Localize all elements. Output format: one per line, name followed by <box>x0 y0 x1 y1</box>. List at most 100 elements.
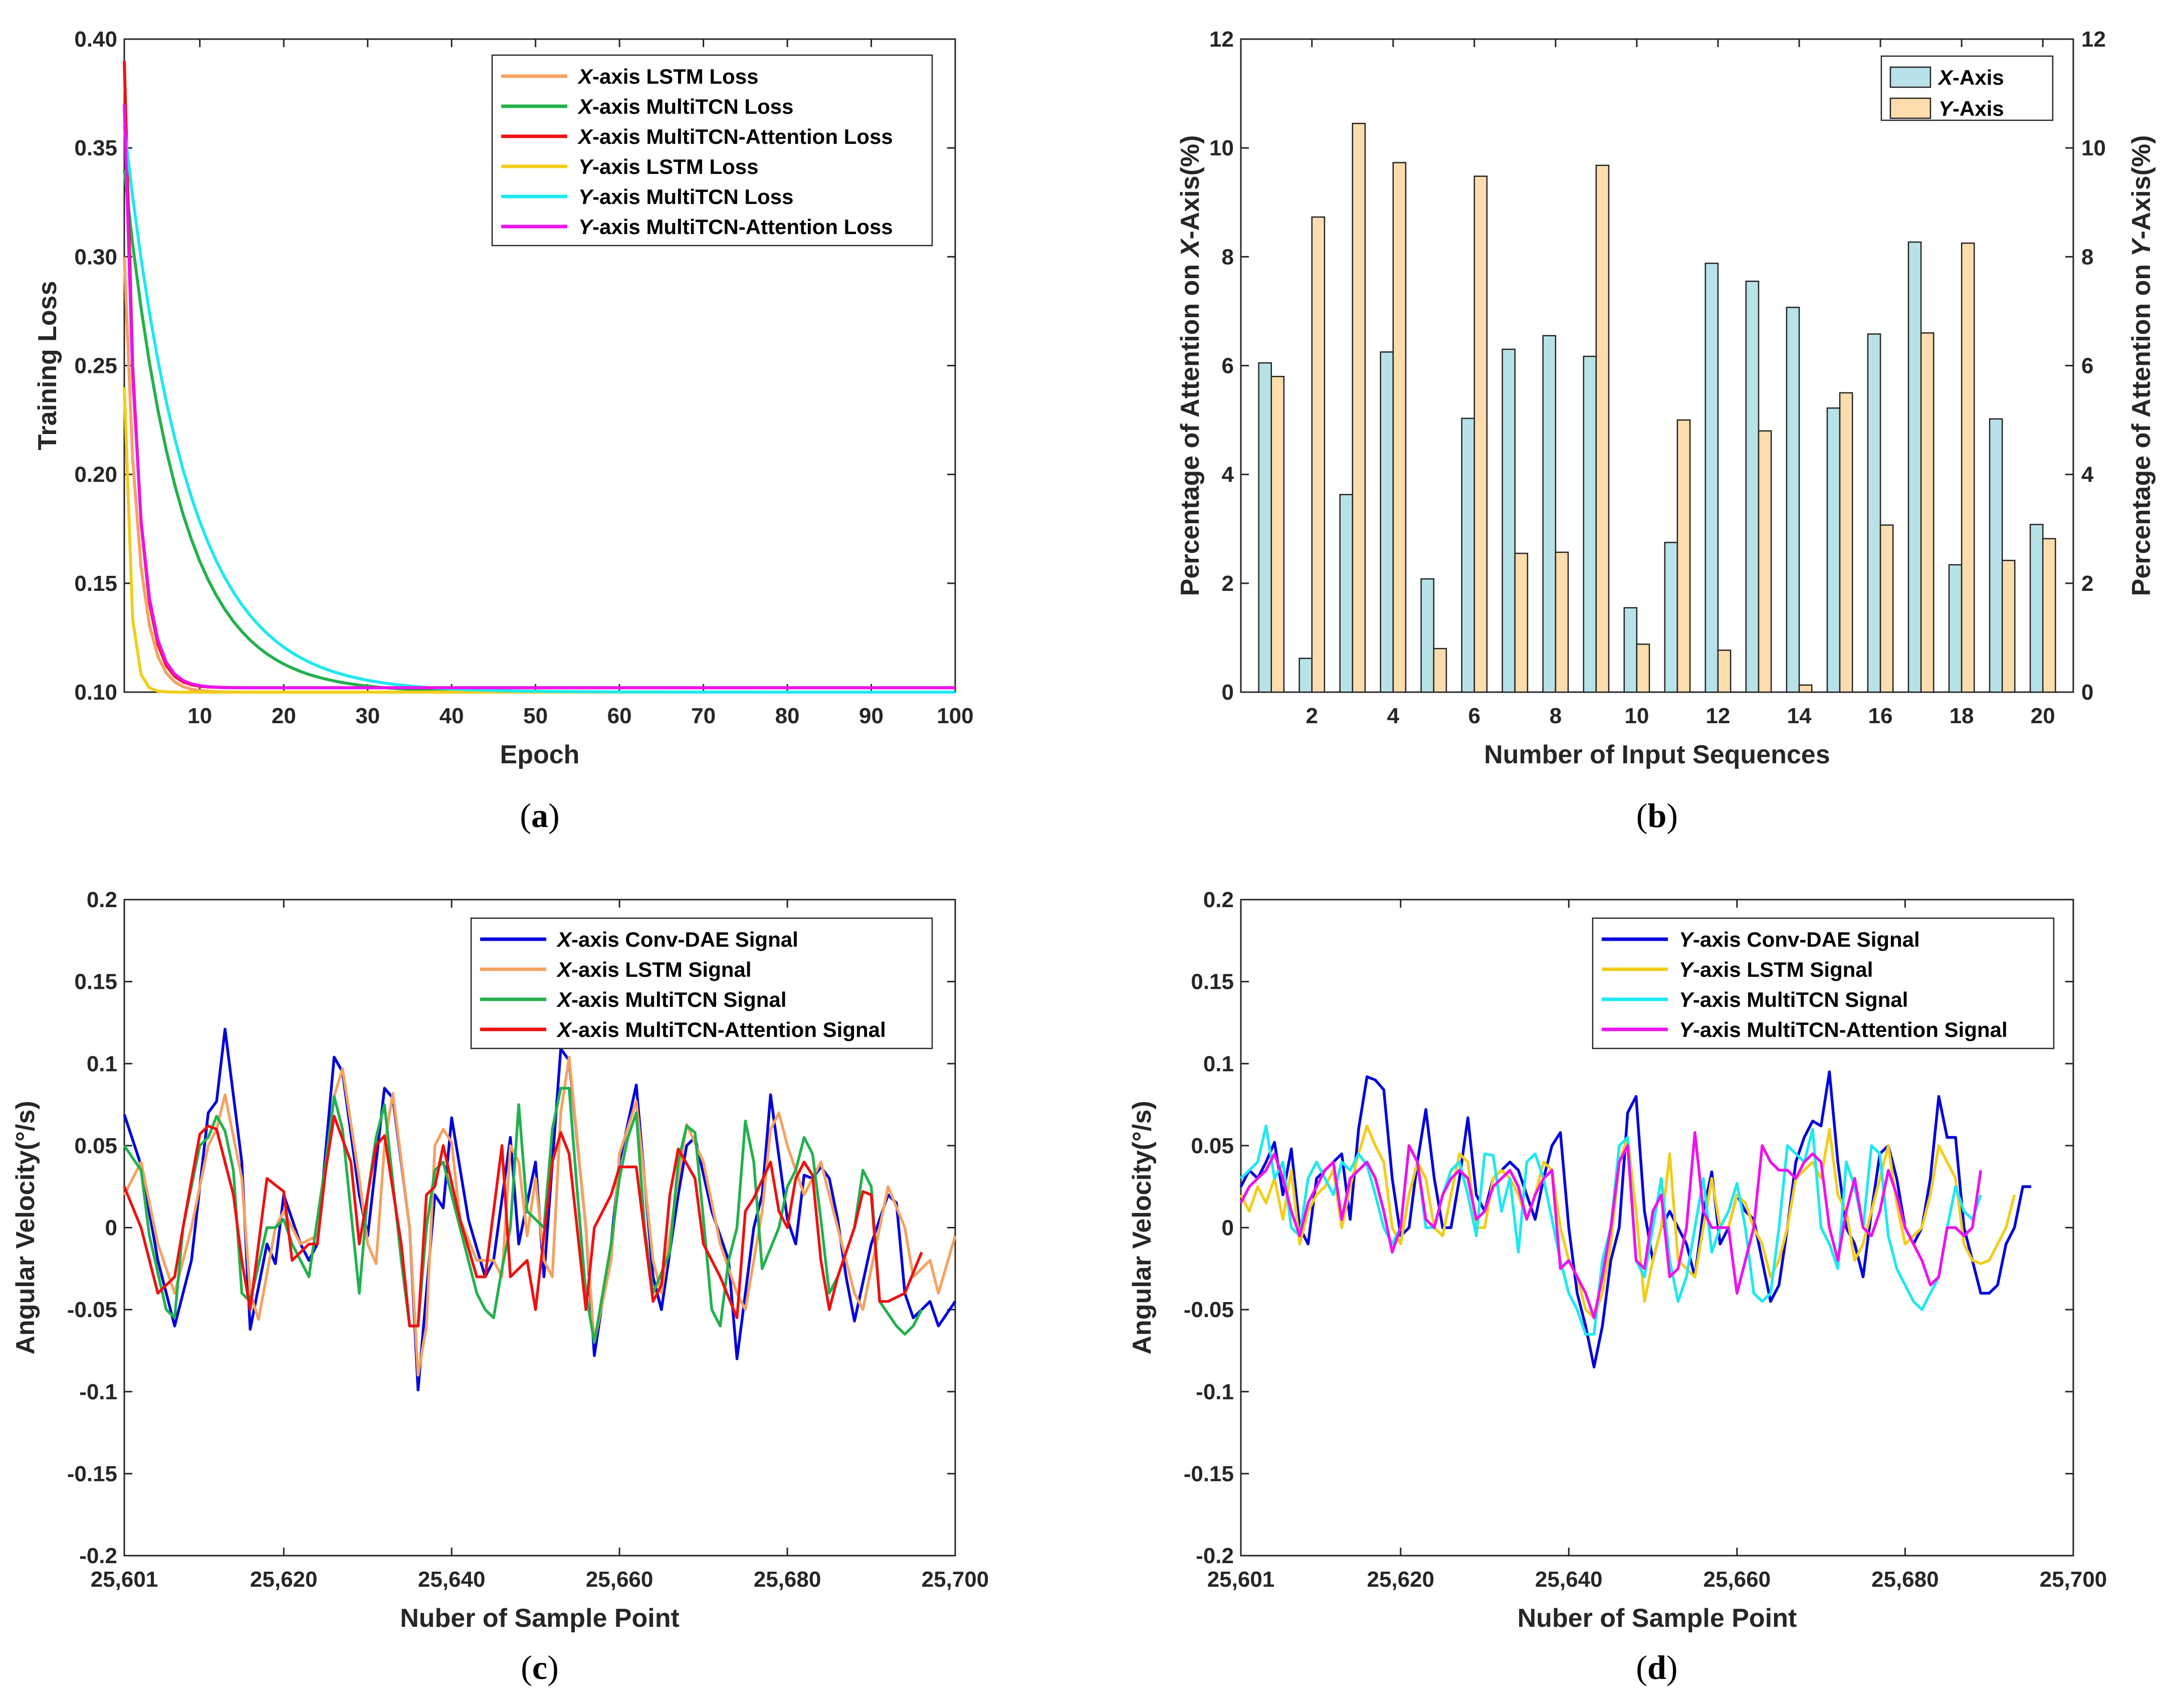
y-tick-label-right: 0 <box>2081 680 2093 705</box>
y-tick-label-right: 8 <box>2081 245 2093 269</box>
x-tick-label: 70 <box>691 704 716 728</box>
bar <box>1636 644 1650 693</box>
bar <box>1258 362 1272 693</box>
x-tick-label: 6 <box>1468 704 1480 728</box>
bar <box>1920 332 1934 693</box>
y-tick-label: 4 <box>1222 463 1234 487</box>
y-tick-label: 0 <box>1222 680 1234 705</box>
y-tick-label-right: 2 <box>2081 571 2093 596</box>
series-line <box>123 126 955 694</box>
x-tick-label: 14 <box>1787 704 1812 728</box>
legend-label: X-axis LSTM Loss <box>577 65 758 88</box>
y-tick-label-right: 10 <box>2081 136 2106 160</box>
series-line <box>123 1055 957 1377</box>
x-tick-label: 4 <box>1387 704 1400 728</box>
legend-swatch <box>1889 97 1931 119</box>
legend-swatch <box>1889 66 1931 88</box>
bar <box>1907 241 1922 693</box>
y-tick-label: 10 <box>1209 136 1234 160</box>
chart-c: -0.2 -0.15 -0.1 -0.05 0 0.05 0.1 0.15 0.2 25,601 2… <box>11 888 989 1633</box>
bar <box>1758 430 1772 693</box>
series-line <box>123 1115 923 1328</box>
x-tick-label: 8 <box>1550 704 1562 728</box>
y-tick-label-right: 6 <box>2081 354 2093 378</box>
bar <box>1839 392 1853 693</box>
x-tick-label: 18 <box>1949 704 1974 728</box>
y-tick-label: 0 <box>105 1216 117 1240</box>
x-tick-label: 50 <box>523 704 548 728</box>
y-tick-label: 0.15 <box>74 571 117 596</box>
y-tick-label: 0.05 <box>1191 1134 1234 1158</box>
y-tick-label: 0.05 <box>74 1134 117 1158</box>
bar <box>1798 684 1813 693</box>
legend-label: X-axis MultiTCN-Attention Signal <box>556 1018 886 1041</box>
legend-label: Y-axis Conv-DAE Signal <box>1679 928 1920 951</box>
chart-b: 0 0 2 2 4 4 6 6 8 8 10 10 12 12 2 4 6 8 10 12 14 16 18 20 Percen… <box>1176 27 2156 769</box>
y-tick-label-right: 12 <box>2081 27 2106 52</box>
caption-d: (d) <box>1636 1648 1677 1686</box>
x-axis-label: Number of Input Sequences <box>1484 740 1830 769</box>
x-tick-label: 16 <box>1868 704 1893 728</box>
y-axis-label: Training Loss <box>33 281 62 450</box>
y-tick-label: 0.40 <box>74 27 117 52</box>
bar <box>1704 263 1719 693</box>
x-axis-label: Epoch <box>500 740 580 769</box>
y-tick-label: -0.1 <box>1196 1380 1234 1404</box>
x-tick-label: 25,601 <box>1207 1567 1275 1592</box>
y-tick-label: 0.30 <box>74 245 117 269</box>
x-tick-label: 10 <box>1625 704 1649 728</box>
y-tick-label: 12 <box>1209 27 1234 52</box>
y-tick-label: 0.35 <box>74 136 117 160</box>
legend-label: Y-Axis <box>1938 97 2004 120</box>
series-line <box>1239 1070 2032 1369</box>
x-tick-label: 10 <box>187 704 212 728</box>
x-tick-label: 25,640 <box>418 1567 486 1592</box>
y-tick-label: 0.15 <box>1191 970 1234 994</box>
bar <box>1392 162 1407 693</box>
y-axis-label-right: Percentage of Attention on Y-Axis(%) <box>2127 135 2156 596</box>
bar <box>1826 407 1841 693</box>
bar <box>1542 335 1557 693</box>
y-tick-label: -0.05 <box>1184 1298 1234 1322</box>
y-tick-label: 0.15 <box>74 970 117 994</box>
series-line <box>123 104 955 690</box>
bar <box>1380 351 1394 693</box>
chart-a: 0.10 0.15 0.20 0.25 0.30 0.35 0.40 10 20 30 40 50 60… <box>33 27 974 769</box>
x-tick-label: 100 <box>937 704 973 728</box>
bar <box>1595 164 1610 693</box>
legend-box <box>491 54 933 247</box>
x-tick-label: 25,660 <box>1703 1567 1771 1592</box>
series-line <box>123 1087 923 1344</box>
bar <box>1867 333 1881 693</box>
bar <box>1298 658 1313 693</box>
bar <box>1270 375 1285 693</box>
y-tick-label: 0.2 <box>1203 888 1234 912</box>
bar <box>1717 650 1731 693</box>
legend-box <box>1592 917 2055 1049</box>
x-axis-label: Nuber of Sample Point <box>1518 1604 1797 1633</box>
bar <box>1961 242 1975 693</box>
x-tick-label: 90 <box>859 704 884 728</box>
x-tick-label: 12 <box>1706 704 1730 728</box>
x-axis-label: Nuber of Sample Point <box>400 1604 680 1633</box>
legend-label: Y-axis MultiTCN Loss <box>578 185 793 208</box>
bar <box>2001 559 2016 693</box>
bar <box>1623 607 1638 693</box>
legend-label: Y-axis MultiTCN-Attention Loss <box>578 215 893 239</box>
legend-label: X-axis MultiTCN Loss <box>577 95 793 118</box>
x-tick-label: 25,700 <box>922 1567 989 1592</box>
bar <box>1664 542 1678 693</box>
legend-label: Y-axis LSTM Loss <box>578 155 758 178</box>
legend-label: Y-axis MultiTCN-Attention Signal <box>1679 1018 2008 1041</box>
y-tick-label: 0.1 <box>1203 1051 1234 1076</box>
legend-label: X-axis LSTM Signal <box>556 958 751 981</box>
legend-box <box>470 917 933 1049</box>
x-tick-label: 25,680 <box>1871 1567 1939 1592</box>
y-tick-label: 0.25 <box>74 354 117 378</box>
bar <box>1339 494 1354 693</box>
x-tick-label: 60 <box>607 704 632 728</box>
x-tick-label: 25,700 <box>2040 1567 2107 1592</box>
bar <box>1461 417 1475 693</box>
bar <box>1583 355 1597 693</box>
